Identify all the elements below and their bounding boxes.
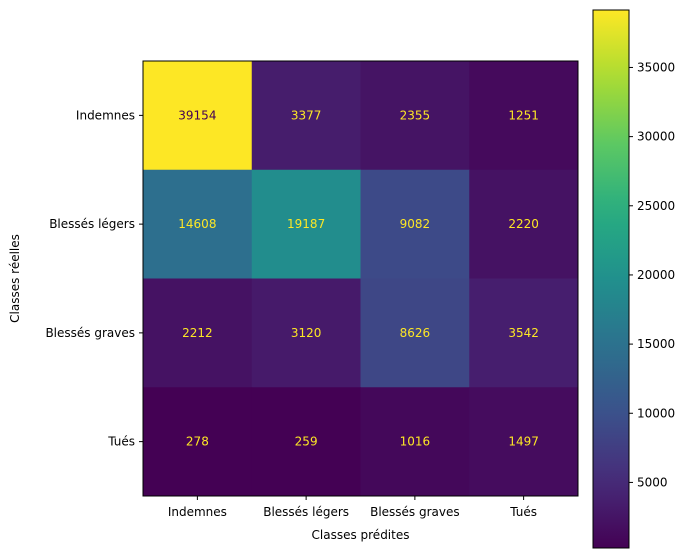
y-tick-label: Tués [107, 435, 135, 449]
x-tick-label: Tués [509, 505, 537, 519]
cell-value-label: 14608 [178, 217, 216, 231]
cell-value-label: 278 [186, 435, 209, 449]
cell-value-label: 2212 [182, 326, 213, 340]
heatmap-cell [360, 169, 470, 279]
colorbar: 5000 10000 15000 20000 25000 30000 35000 [592, 9, 675, 549]
heatmap-cell [251, 387, 361, 497]
cell-value-label: 8626 [400, 326, 431, 340]
cell-value-label: 3120 [291, 326, 322, 340]
y-tick-label: Blessés légers [49, 217, 135, 231]
heatmap-cell [251, 61, 361, 171]
heatmap-cell [360, 387, 470, 497]
heatmap-cell [469, 387, 579, 497]
heatmap-cell [251, 278, 361, 388]
heatmap-cell [469, 61, 579, 171]
colorbar-tick-label: 15000 [637, 337, 675, 351]
heatmap-cell [143, 61, 253, 171]
y-tick-label: Indemnes [76, 108, 135, 122]
colorbar-tick-label: 35000 [637, 60, 675, 74]
x-axis-label: Classes prédites [312, 528, 410, 542]
heatmap-cell [143, 278, 253, 388]
colorbar-tick-label: 5000 [637, 475, 668, 489]
heatmap-cell [143, 169, 253, 279]
heatmap-cell [469, 169, 579, 279]
heatmap-cell [251, 169, 361, 279]
cell-value-label: 39154 [178, 108, 216, 122]
heatmap-cell [360, 61, 470, 171]
cell-value-label: 2355 [400, 108, 431, 122]
cell-value-label: 1251 [508, 108, 539, 122]
cell-value-label: 19187 [287, 217, 325, 231]
y-tick-label: Blessés graves [45, 326, 135, 340]
colorbar-tick-label: 25000 [637, 199, 675, 213]
y-axis-label: Classes réelles [8, 234, 22, 323]
heatmap-cells [143, 61, 579, 497]
heatmap-cell [360, 278, 470, 388]
cell-value-label: 3377 [291, 108, 322, 122]
cell-value-label: 259 [295, 435, 318, 449]
x-tick-label: Indemnes [168, 505, 227, 519]
heatmap-cell-labels: 39154 3377 2355 1251 14608 19187 9082 2220 2212 3… [178, 108, 539, 448]
colorbar-tick-label: 30000 [637, 130, 675, 144]
heatmap-cell [469, 278, 579, 388]
colorbar-tick-label: 10000 [637, 406, 675, 420]
colorbar-tick-label: 20000 [637, 268, 675, 282]
cell-value-label: 1497 [508, 435, 539, 449]
cell-value-label: 9082 [400, 217, 431, 231]
cell-value-label: 1016 [400, 435, 431, 449]
x-tick-label: Blessés graves [370, 505, 460, 519]
cell-value-label: 2220 [508, 217, 539, 231]
y-axis-ticks: Indemnes Blessés légers Blessés graves Tués [45, 108, 143, 449]
x-tick-label: Blessés légers [263, 505, 349, 519]
colorbar-gradient [592, 9, 630, 549]
cell-value-label: 3542 [508, 326, 539, 340]
heatmap-cell [143, 387, 253, 497]
x-axis-ticks: Indemnes Blessés légers Blessés graves Tués [168, 496, 537, 519]
plot-frame [142, 60, 579, 497]
